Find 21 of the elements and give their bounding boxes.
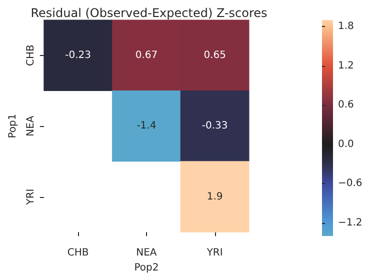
color-bar-label: −1.2 xyxy=(338,217,362,228)
x-tick-label: CHB xyxy=(67,248,89,259)
chart-title: Residual (Observed-Expected) Z-scores xyxy=(30,6,268,20)
x-tick-label: YRI xyxy=(206,248,223,259)
data-label: 1.9 xyxy=(206,191,223,202)
color-bar-label: −0.6 xyxy=(338,178,362,190)
data-label: -0.23 xyxy=(65,50,92,61)
data-label: 0.67 xyxy=(135,50,158,61)
color-bar-label: 0.6 xyxy=(338,100,354,111)
color-bar-label: 0.0 xyxy=(338,138,354,150)
data-label: 0.65 xyxy=(204,50,226,61)
color-bar-label: 1.2 xyxy=(338,60,354,72)
y-tick-label: CHB xyxy=(25,44,36,66)
data-label: -0.33 xyxy=(202,120,228,132)
x-tick-label: NEA xyxy=(136,248,157,259)
data-label: -1.4 xyxy=(136,120,156,132)
color-bar-label: 1.8 xyxy=(338,21,354,32)
y-axis-title: Pop1 xyxy=(8,114,18,138)
y-tick-label: YRI xyxy=(25,188,36,206)
y-tick-label: NEA xyxy=(25,116,36,136)
x-axis-title: Pop2 xyxy=(134,262,159,274)
